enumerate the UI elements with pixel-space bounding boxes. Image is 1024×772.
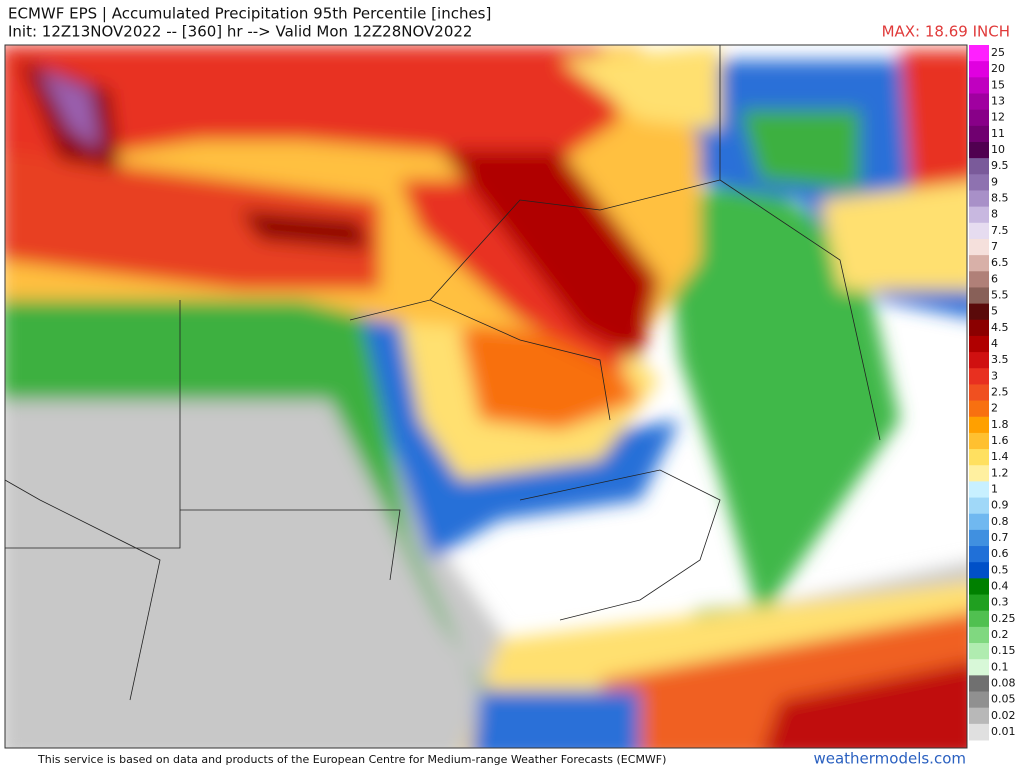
colorbar-label: 4.5: [991, 321, 1009, 334]
colorbar-label: 0.3: [991, 596, 1009, 609]
colorbar-swatch: [969, 675, 989, 693]
colorbar-label: 10: [991, 143, 1005, 156]
colorbar-swatch: [969, 513, 989, 531]
colorbar-swatch: [969, 497, 989, 515]
colorbar-label: 0.08: [991, 676, 1016, 689]
colorbar-label: 11: [991, 127, 1005, 140]
colorbar-label: 0.6: [991, 547, 1009, 560]
colorbar-swatch: [969, 529, 989, 547]
colorbar-swatch: [969, 109, 989, 127]
colorbar-swatch: [969, 594, 989, 612]
colorbar-swatch: [969, 125, 989, 143]
colorbar-label: 9.5: [991, 159, 1009, 172]
colorbar-label: 0.4: [991, 579, 1009, 592]
colorbar-label: 7: [991, 240, 998, 253]
colorbar-swatch: [969, 206, 989, 224]
colorbar-label: 2.5: [991, 386, 1009, 399]
colorbar-swatch: [969, 93, 989, 111]
colorbar-swatch: [969, 416, 989, 434]
colorbar-label: 0.2: [991, 628, 1009, 641]
colorbar-label: 6: [991, 272, 998, 285]
colorbar: 252015131211109.598.587.576.565.554.543.…: [969, 45, 1016, 741]
map-frame: [4, 44, 968, 749]
colorbar-label: 8.5: [991, 192, 1009, 205]
colorbar-swatch: [969, 546, 989, 563]
colorbar-label: 20: [991, 62, 1005, 75]
colorbar-label: 7.5: [991, 224, 1009, 237]
colorbar-label: 6.5: [991, 256, 1009, 269]
colorbar-swatch: [969, 432, 989, 450]
colorbar-label: 0.25: [991, 612, 1016, 625]
colorbar-label: 0.5: [991, 563, 1009, 576]
colorbar-label: 1.8: [991, 418, 1009, 431]
colorbar-label: 1: [991, 482, 998, 495]
colorbar-swatch: [969, 141, 989, 159]
colorbar-swatch: [969, 222, 989, 240]
colorbar-swatch: [969, 238, 989, 256]
colorbar-label: 15: [991, 78, 1005, 91]
colorbar-swatch: [969, 61, 989, 78]
colorbar-label: 1.6: [991, 434, 1009, 447]
colorbar-label: 2: [991, 402, 998, 415]
colorbar-swatch: [969, 352, 989, 369]
colorbar-swatch: [969, 578, 989, 596]
colorbar-swatch: [969, 319, 989, 337]
colorbar-swatch: [969, 190, 989, 208]
colorbar-label: 25: [991, 46, 1005, 59]
colorbar-label: 9: [991, 175, 998, 188]
colorbar-swatch: [969, 45, 989, 62]
colorbar-label: 12: [991, 111, 1005, 124]
subtitle: Init: 12Z13NOV2022 -- [360] hr --> Valid…: [8, 23, 472, 41]
title: ECMWF EPS | Accumulated Precipitation 95…: [8, 5, 491, 23]
colorbar-swatch: [969, 400, 989, 418]
colorbar-swatch: [969, 384, 989, 402]
colorbar-label: 5: [991, 305, 998, 318]
boundaries: [5, 45, 881, 701]
colorbar-swatch: [969, 691, 989, 709]
colorbar-label: 0.02: [991, 709, 1016, 722]
watermark: weathermodels.com: [813, 750, 966, 768]
colorbar-label: 0.01: [991, 725, 1016, 738]
colorbar-swatch: [969, 643, 989, 660]
colorbar-label: 4: [991, 337, 998, 350]
colorbar-swatch: [969, 368, 989, 385]
colorbar-label: 1.2: [991, 466, 1009, 479]
colorbar-label: 0.8: [991, 515, 1009, 528]
colorbar-label: 13: [991, 95, 1005, 108]
colorbar-swatch: [969, 174, 989, 191]
colorbar-swatch: [969, 271, 989, 288]
colorbar-label: 5.5: [991, 289, 1009, 302]
colorbar-swatch: [969, 255, 989, 272]
colorbar-label: 0.7: [991, 531, 1009, 544]
colorbar-swatch: [969, 481, 989, 499]
colorbar-swatch: [969, 449, 989, 466]
colorbar-swatch: [969, 287, 989, 305]
credit: This service is based on data and produc…: [37, 753, 666, 766]
colorbar-swatch: [969, 465, 989, 482]
colorbar-swatch: [969, 659, 989, 676]
max-label: MAX: 18.69 INCH: [882, 23, 1010, 41]
colorbar-label: 0.1: [991, 660, 1009, 673]
colorbar-label: 3: [991, 369, 998, 382]
colorbar-swatch: [969, 723, 989, 741]
colorbar-label: 0.05: [991, 693, 1016, 706]
colorbar-label: 0.15: [991, 644, 1016, 657]
colorbar-label: 3.5: [991, 353, 1009, 366]
colorbar-swatch: [969, 610, 989, 628]
colorbar-swatch: [969, 626, 989, 644]
precip-map: [5, 45, 967, 748]
colorbar-swatch: [969, 158, 989, 175]
colorbar-swatch: [969, 77, 989, 94]
colorbar-swatch: [969, 335, 989, 353]
colorbar-swatch: [969, 303, 989, 321]
colorbar-label: 8: [991, 208, 998, 221]
colorbar-label: 0.9: [991, 499, 1009, 512]
colorbar-swatch: [969, 707, 989, 725]
colorbar-swatch: [969, 562, 989, 579]
colorbar-label: 1.4: [991, 450, 1009, 463]
